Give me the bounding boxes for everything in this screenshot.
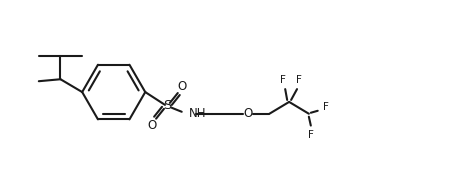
Text: O: O [243,107,252,120]
Text: NH: NH [189,107,206,120]
Text: F: F [308,130,314,140]
Text: F: F [323,102,329,112]
Text: F: F [280,75,286,85]
Text: F: F [296,75,302,85]
Text: S: S [163,99,171,112]
Text: O: O [177,80,186,93]
Text: O: O [148,119,157,132]
